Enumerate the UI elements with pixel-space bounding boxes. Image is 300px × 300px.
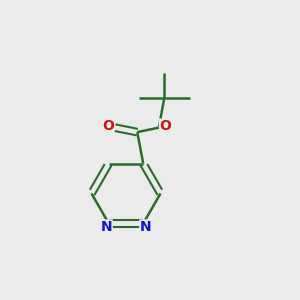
Text: N: N bbox=[100, 220, 112, 234]
Text: O: O bbox=[102, 119, 114, 133]
Text: O: O bbox=[160, 119, 171, 133]
Text: N: N bbox=[140, 220, 152, 234]
